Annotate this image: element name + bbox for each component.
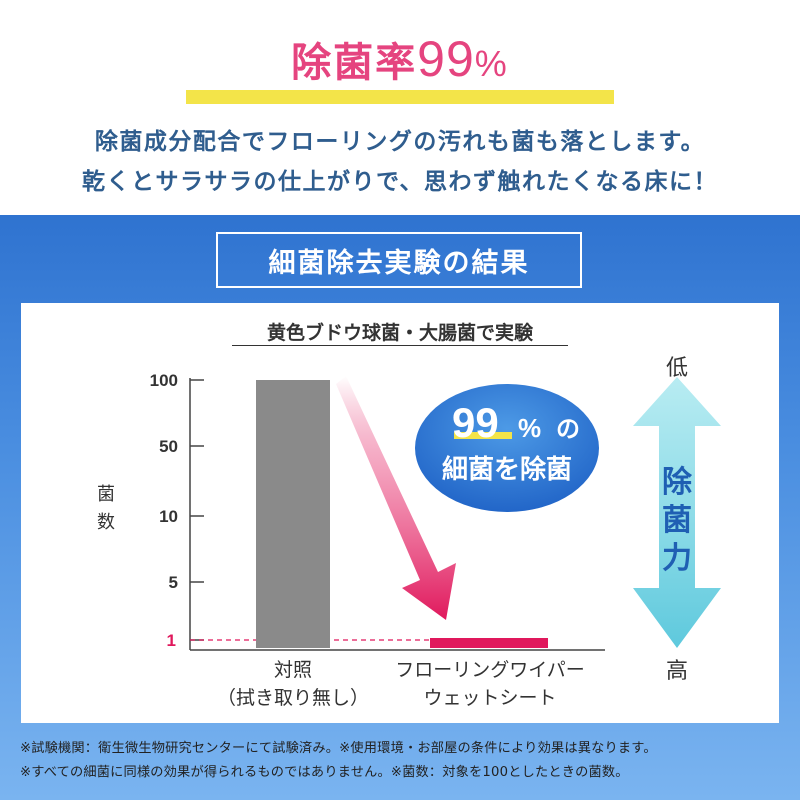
x-tick-label: （拭き取り無し） [217, 687, 369, 709]
callout-unit: % [518, 413, 541, 443]
y-axis-label-2: 数 [97, 512, 115, 533]
subtitle-line-1: 除菌成分配合でフローリングの汚れも菌も落とします。 [94, 129, 706, 155]
callout-bubble [415, 384, 599, 512]
callout-line-2: 細菌を除菌 [442, 454, 572, 485]
bar-2 [430, 638, 548, 648]
side-scale-label-char: 力 [662, 541, 692, 576]
footnote-1: ※試験機関：衛生微生物研究センターにて試験済み。※使用環境・お部屋の条件により効… [20, 741, 657, 756]
panel-title: 細菌除去実験の結果 [216, 232, 582, 288]
headline-prefix: 除菌率 [291, 40, 418, 86]
side-scale-top: 低 [666, 356, 688, 381]
y-tick-label: 100 [150, 371, 178, 390]
footnote-2: ※すべての細菌に同様の効果が得られるものではありません。※菌数：対象を100とし… [20, 765, 629, 780]
y-tick-label: 1 [167, 631, 176, 650]
bar-1 [256, 380, 330, 648]
chart-title: 黄色ブドウ球菌・大腸菌で実験 [266, 322, 533, 344]
headline-highlight [186, 90, 614, 104]
y-tick-label: 10 [159, 507, 178, 526]
callout-number: 99 [452, 399, 499, 446]
callout-suffix: の [556, 415, 580, 443]
y-tick-label: 5 [169, 573, 178, 592]
headline: 除菌率99% [0, 30, 800, 88]
header-section: 除菌率99% 除菌成分配合でフローリングの汚れも菌も落とします。 乾くとサラサラ… [0, 0, 800, 215]
x-tick-label: ウェットシート [423, 687, 556, 709]
side-scale-bottom: 高 [666, 659, 688, 684]
side-scale-label-char: 除 [662, 465, 693, 500]
y-axis-label-1: 菌 [97, 484, 115, 505]
side-double-arrow [633, 377, 721, 648]
y-tick-label: 50 [159, 437, 178, 456]
subtitle-line-2: 乾くとサラサラの仕上がりで、思わず触れたくなる床に！ [81, 169, 719, 195]
x-tick-label: 対照 [274, 659, 312, 681]
chart-title-underline [232, 345, 568, 346]
side-scale-label-char: 菌 [662, 503, 692, 538]
headline-unit: % [474, 43, 509, 84]
headline-number: 99 [417, 31, 475, 87]
callout-highlight [454, 432, 512, 439]
decrease-arrow [336, 376, 456, 620]
x-tick-label: フローリングワイパー [395, 659, 585, 681]
